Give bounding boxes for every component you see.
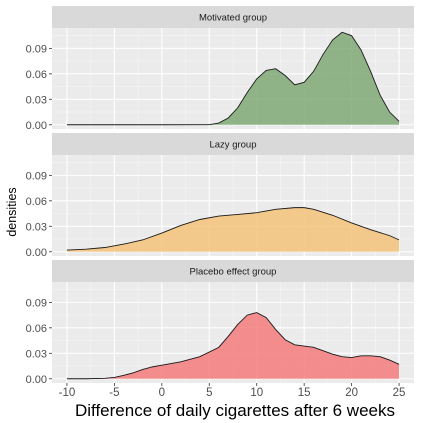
density-area bbox=[66, 207, 400, 252]
panel-2: Lazy group 0.00 0.03 0.06 0.09 bbox=[26, 133, 414, 259]
panel-1: Motivated group 0.00 0.03 0.06 0.09 bbox=[26, 6, 414, 132]
y-tick-label: 0.00 bbox=[26, 120, 47, 132]
x-tick-label: 20 bbox=[345, 387, 358, 399]
panel-strip bbox=[52, 6, 414, 28]
y-tick-label: 0.00 bbox=[26, 374, 47, 386]
y-tick-label: 0.09 bbox=[26, 43, 47, 55]
y-axis-title: densities bbox=[5, 187, 19, 236]
x-tick-label: 10 bbox=[250, 387, 263, 399]
panel-strip-label: Placebo effect group bbox=[190, 267, 277, 278]
x-tick-label: -5 bbox=[109, 387, 119, 399]
y-tick-label: 0.09 bbox=[26, 170, 47, 182]
x-tick-label: 25 bbox=[393, 387, 406, 399]
y-tick-label: 0.06 bbox=[26, 323, 47, 335]
panel-3: Placebo effect group 0.00 0.03 0.06 0.09 bbox=[26, 260, 414, 386]
density-curve bbox=[66, 207, 400, 251]
x-axis: -10 -5 0 5 10 15 20 25 bbox=[59, 383, 406, 399]
x-tick-label: -10 bbox=[59, 387, 76, 399]
panel-strip bbox=[52, 133, 414, 155]
y-tick-label: 0.06 bbox=[26, 69, 47, 81]
y-tick-label: 0.06 bbox=[26, 196, 47, 208]
y-tick-label: 0.00 bbox=[26, 247, 47, 259]
density-area bbox=[66, 32, 400, 125]
y-tick-label: 0.03 bbox=[26, 348, 47, 360]
density-area bbox=[66, 312, 400, 379]
y-tick-label: 0.03 bbox=[26, 94, 47, 106]
x-axis-title: Difference of daily cigarettes after 6 w… bbox=[75, 401, 395, 420]
x-tick-label: 5 bbox=[206, 387, 212, 399]
y-tick-label: 0.09 bbox=[26, 297, 47, 309]
y-tick-label: 0.03 bbox=[26, 221, 47, 233]
x-tick-label: 15 bbox=[298, 387, 311, 399]
panel-strip bbox=[52, 260, 414, 282]
panel-strip-label: Motivated group bbox=[199, 13, 267, 24]
panel-strip-label: Lazy group bbox=[209, 140, 256, 151]
density-curve bbox=[66, 31, 400, 126]
density-curve bbox=[66, 312, 400, 380]
x-tick-label: 0 bbox=[159, 387, 165, 399]
